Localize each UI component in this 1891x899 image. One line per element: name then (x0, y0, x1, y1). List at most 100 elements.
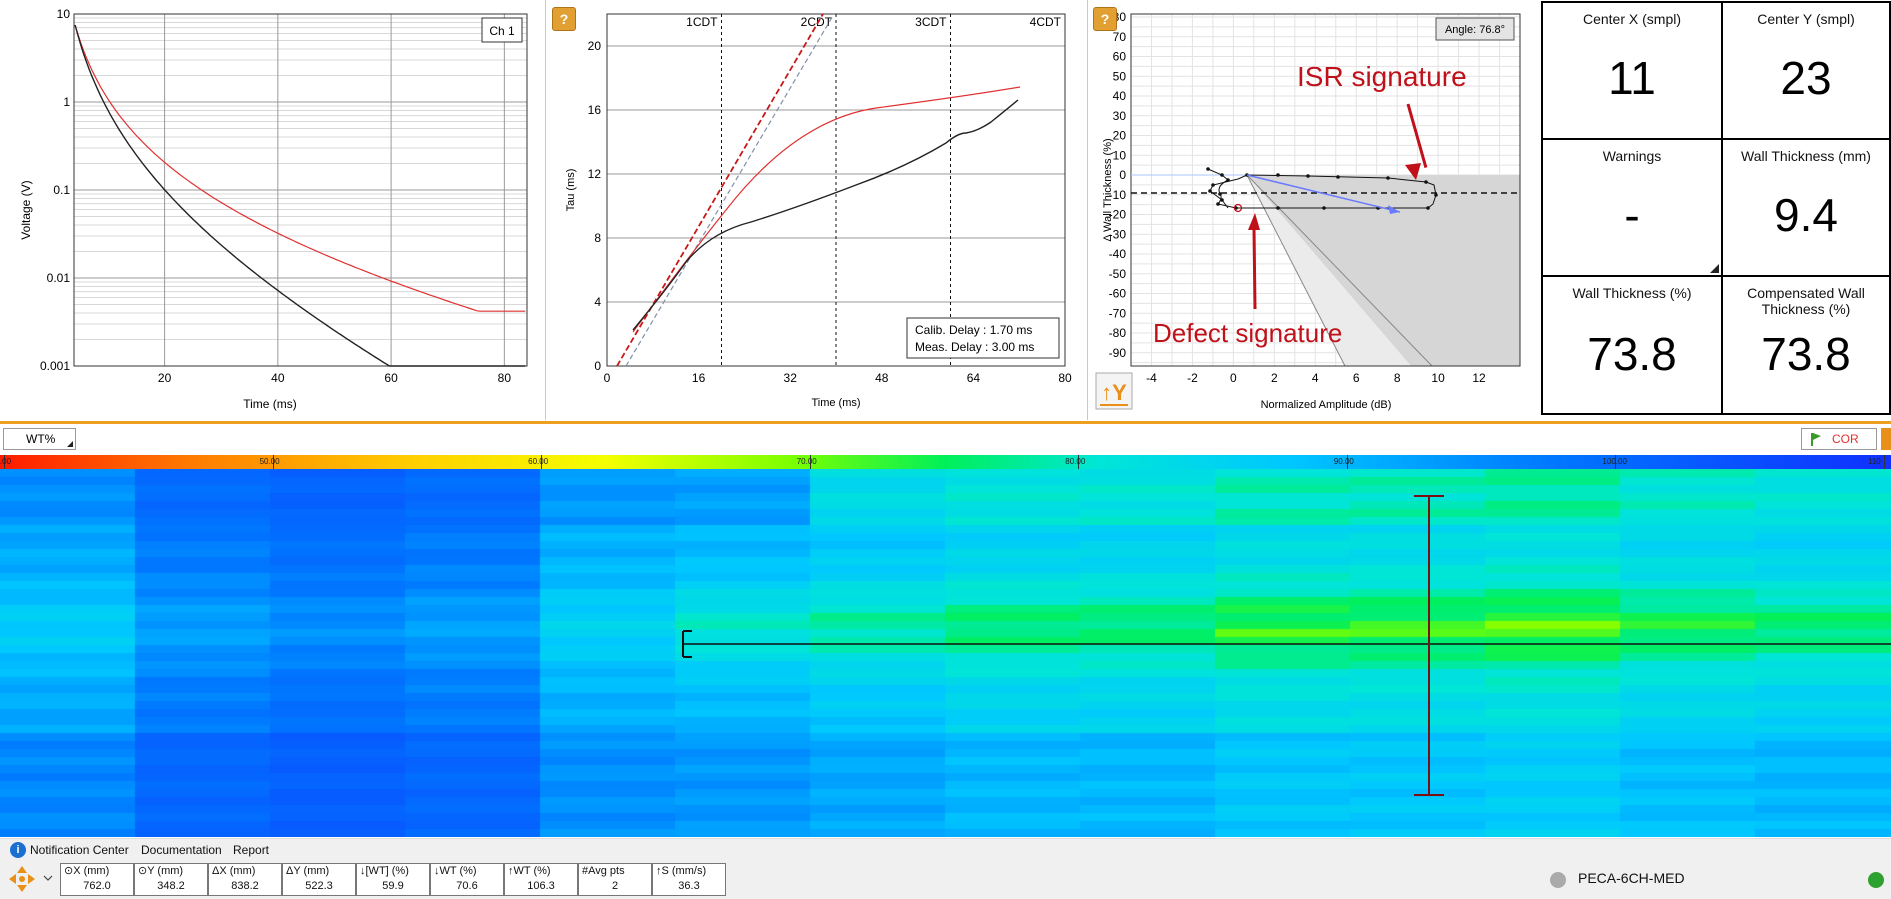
tau-tangent-red (616, 13, 824, 367)
voltage-chart: 10 1 0.1 0.01 0.001 20 40 60 80 Ch 1 Voltage (V… (19, 7, 528, 411)
cor-side-tab[interactable] (1881, 428, 1891, 450)
scale-label: 90.00 (1333, 457, 1354, 466)
status-cell-header: ΔY (mm) (286, 865, 330, 877)
plane-y-axis-label: Δ Wall Thickness (%) (1102, 138, 1114, 241)
plane-x-tick: -2 (1187, 371, 1198, 385)
tau-y-axis-label: Tau (ms) (565, 169, 577, 212)
scale-tick (272, 455, 274, 469)
wall-thickness-plane-chart: 80706050403020100-10-20-30-40-50-60-70-8… (1095, 10, 1521, 411)
wall-thickness-plane-panel: ? 80 70 60 50 40 30 20 10 0 -10 -20 -30 -40 -50 -60 -70… (1088, 0, 1540, 420)
tau-x-tick: 80 (1058, 371, 1072, 385)
y-axis-toggle-icon[interactable]: ↑Y (1095, 372, 1133, 410)
plane-x-tick: 12 (1472, 371, 1486, 385)
svg-text:↑Y: ↑Y (1101, 380, 1127, 405)
status-cell-header: ↓WT (%) (434, 865, 477, 877)
scale-tick (4, 455, 5, 469)
cscan-cursor-overlay[interactable] (0, 469, 1891, 837)
plane-y-tick: 70 (1113, 30, 1127, 44)
status-cell: ⊙Y (mm) 348.2 (134, 863, 208, 896)
scale-label: 70.00 (796, 457, 817, 466)
angle-vector (1246, 174, 1401, 213)
voltage-x-tick: 80 (498, 371, 512, 385)
cor-selector[interactable]: COR (1801, 428, 1877, 450)
status-cell-value: 762.0 (83, 880, 111, 892)
voltage-chart-panel: 10 1 0.1 0.01 0.001 20 40 60 80 Ch 1 Voltage (V… (0, 0, 545, 420)
tau-curve-red (632, 86, 1021, 333)
status-cell: ΔX (mm) 838.2 (208, 863, 282, 896)
help-button-tau[interactable]: ? (552, 7, 576, 31)
move-arrows-icon[interactable] (6, 863, 54, 895)
help-button-plane[interactable]: ? (1093, 7, 1117, 31)
wt-dropdown-corner-icon (67, 441, 73, 447)
voltage-y-tick: 0.01 (47, 271, 71, 285)
plane-x-tick: 10 (1431, 371, 1445, 385)
scale-tick (1884, 455, 1885, 469)
tab-report[interactable]: Report (233, 843, 270, 857)
device-name: PECA-6CH-MED (1578, 870, 1685, 886)
isr-arrow (1406, 103, 1428, 168)
bottom-tabs: i Notification Center Documentation Repo… (0, 838, 1891, 860)
scale-tick (1615, 455, 1617, 469)
tau-y-tick: 12 (588, 167, 602, 181)
device-play-icon[interactable] (1868, 872, 1884, 888)
voltage-y-tick: 10 (57, 7, 71, 21)
status-cell-value: 36.3 (678, 880, 700, 892)
status-cell-value: 70.6 (456, 880, 478, 892)
tau-tangent-gray (625, 13, 835, 367)
voltage-x-tick: 20 (158, 371, 172, 385)
defect-arrow (1252, 227, 1257, 310)
plane-y-tick: 20 (1113, 129, 1127, 143)
plane-x-tick: -4 (1146, 371, 1157, 385)
defect-marker (1233, 203, 1243, 213)
voltage-y-tick: 0.001 (40, 359, 70, 373)
cscan-heatmap[interactable] (0, 469, 1891, 837)
channel-label-box[interactable]: Ch 1 (481, 17, 523, 43)
tau-x-tick: 16 (692, 371, 706, 385)
device-back-icon[interactable] (1550, 872, 1566, 888)
tab-notification-center[interactable]: Notification Center (30, 843, 129, 857)
voltage-y-tick: 1 (63, 95, 70, 109)
metric-warnings[interactable]: Warnings - (1541, 138, 1723, 277)
cdt-label: 3CDT (915, 15, 947, 29)
defect-signature-label: Defect signature (1153, 318, 1342, 348)
warnings-dropdown-corner-icon[interactable] (1710, 264, 1719, 273)
cdt-label: 2CDT (801, 15, 833, 29)
plane-y-tick: -40 (1109, 247, 1127, 261)
metric-wall-thickness-mm: Wall Thickness (mm) 9.4 (1721, 138, 1891, 277)
tab-documentation[interactable]: Documentation (141, 843, 222, 857)
plane-y-tick: 40 (1113, 89, 1127, 103)
tau-y-tick: 16 (588, 103, 602, 117)
status-cell-header: ↑S (mm/s) (656, 865, 707, 877)
info-icon: i (10, 842, 26, 858)
tau-x-tick: 48 (875, 371, 889, 385)
plane-y-tick: -80 (1109, 326, 1127, 340)
status-cell: ↓[WT] (%) 59.9 (356, 863, 430, 896)
scale-tick (541, 455, 543, 469)
tau-y-tick: 0 (594, 359, 601, 373)
status-cell-header: ΔX (mm) (212, 865, 256, 877)
cdt-label: 4CDT (1030, 15, 1062, 29)
status-cell-header: ↓[WT] (%) (360, 865, 409, 877)
status-cell-header: ⊙X (mm) (64, 865, 110, 877)
plane-y-tick: -30 (1109, 227, 1127, 241)
tau-y-tick: 20 (588, 39, 602, 53)
tau-y-tick: 8 (594, 231, 601, 245)
meas-delay-text: Meas. Delay : 3.00 ms (915, 340, 1034, 354)
plane-y-tick: -10 (1109, 188, 1127, 202)
status-cell: ⊙X (mm) 762.0 (60, 863, 134, 896)
plane-y-tick: -90 (1109, 346, 1127, 360)
metric-center-x: Center X (smpl) 11 (1541, 1, 1723, 140)
plane-y-tick: 50 (1113, 69, 1127, 83)
voltage-x-axis-label: Time (ms) (243, 397, 297, 411)
plane-y-tick: 10 (1113, 148, 1127, 162)
voltage-y-tick: 0.1 (53, 183, 70, 197)
wt-percent-selector[interactable]: WT% (3, 428, 76, 450)
metric-center-y: Center Y (smpl) 23 (1721, 1, 1891, 140)
voltage-curve-measured (74, 24, 526, 367)
voltage-curve-reference (74, 24, 526, 312)
scale-label: 40.00 (0, 457, 12, 466)
metric-compensated-wall-thickness: Compensated Wall Thickness (%) 73.8 (1721, 275, 1891, 415)
status-cell-value: 838.2 (231, 880, 259, 892)
status-cell-value: 106.3 (527, 880, 555, 892)
